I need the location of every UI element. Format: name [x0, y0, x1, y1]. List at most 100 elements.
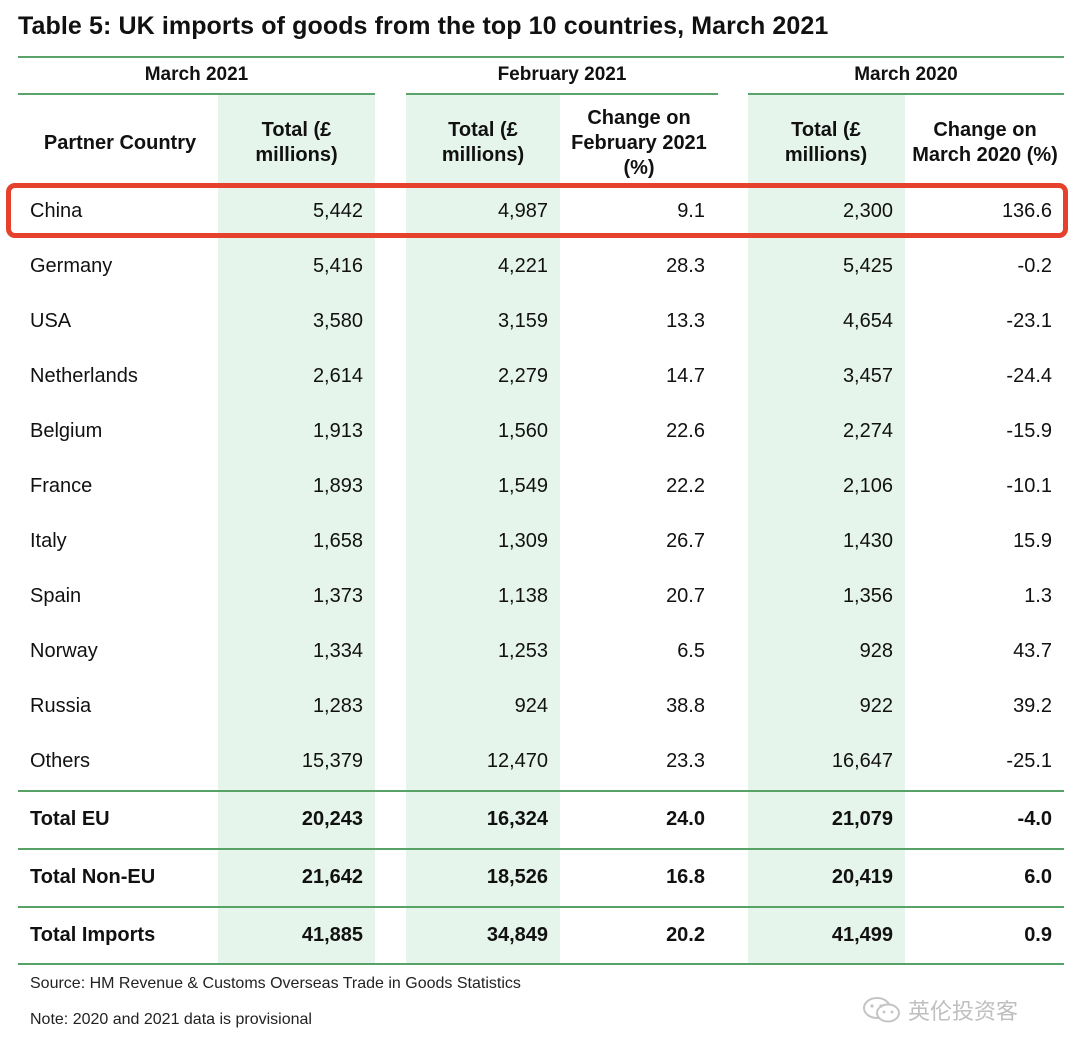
china-row-highlight — [6, 183, 1068, 238]
cell-country: Russia — [30, 695, 92, 717]
col-head-total-feb21: Total (£ millions) — [441, 119, 525, 166]
col-head-partner-country: Partner Country — [43, 131, 197, 154]
cell-country: Germany — [30, 255, 113, 277]
cell-total-feb21: 1,138 — [497, 585, 548, 607]
cell-total-mar21: 3,580 — [312, 310, 363, 332]
cell-change-feb21: 22.2 — [666, 475, 705, 497]
col-head-total-mar20: Total (£ millions) — [784, 119, 868, 166]
cell-change-feb21: 28.3 — [666, 255, 705, 277]
cell-total-mar21: 5,442 — [312, 200, 363, 222]
table-row-norway: Norway 1,334 1,253 6.5 928 43.7 — [0, 624, 1080, 679]
group-rule-march-2020 — [748, 93, 1064, 95]
table-row-others: Others 15,379 12,470 23.3 16,647 -25.1 — [0, 734, 1080, 789]
cell-total-feb21: 16,324 — [486, 808, 548, 830]
table-row-belgium: Belgium 1,913 1,560 22.6 2,274 -15.9 — [0, 404, 1080, 459]
cell-total-mar20: 5,425 — [842, 255, 893, 277]
cell-change-feb21: 23.3 — [666, 750, 705, 772]
cell-country: France — [30, 475, 93, 497]
table-row-germany: Germany 5,416 4,221 28.3 5,425 -0.2 — [0, 239, 1080, 294]
cell-change-feb21: 24.0 — [666, 808, 705, 830]
cell-country: Total EU — [30, 808, 110, 830]
cell-country: Belgium — [30, 420, 103, 442]
table-row-italy: Italy 1,658 1,309 26.7 1,430 15.9 — [0, 514, 1080, 569]
cell-total-feb21: 4,987 — [497, 200, 548, 222]
cell-change-feb21: 38.8 — [666, 695, 705, 717]
cell-change-mar20: 15.9 — [1013, 530, 1052, 552]
table-row-total-imports: Total Imports 41,885 34,849 20.2 41,499 0.9 — [0, 908, 1080, 963]
band-mar20-total — [748, 93, 905, 963]
table-row-total-non-eu: Total Non-EU 21,642 18,526 16.8 20,419 6.0 — [0, 850, 1080, 905]
table-row-france: France 1,893 1,549 22.2 2,106 -10.1 — [0, 459, 1080, 514]
table-row-china: China 5,442 4,987 9.1 2,300 136.6 — [0, 184, 1080, 239]
cell-total-feb21: 3,159 — [497, 310, 548, 332]
cell-change-mar20: -4.0 — [1017, 808, 1052, 830]
cell-change-feb21: 22.6 — [666, 420, 705, 442]
group-header-february-2021: February 2021 — [497, 64, 627, 85]
cell-change-mar20: 6.0 — [1024, 866, 1052, 888]
cell-change-feb21: 14.7 — [666, 365, 705, 387]
cell-total-mar20: 20,419 — [831, 866, 893, 888]
cell-total-feb21: 4,221 — [497, 255, 548, 277]
table-row-total-eu: Total EU 20,243 16,324 24.0 21,079 -4.0 — [0, 792, 1080, 847]
cell-total-feb21: 1,560 — [497, 420, 548, 442]
cell-total-mar20: 1,356 — [842, 585, 893, 607]
top-rule — [18, 56, 1064, 58]
cell-change-mar20: -24.4 — [1006, 365, 1052, 387]
cell-change-mar20: 1.3 — [1024, 585, 1052, 607]
cell-total-mar20: 1,430 — [842, 530, 893, 552]
cell-total-feb21: 1,253 — [497, 640, 548, 662]
group-rule-february-2021 — [406, 93, 718, 95]
cell-total-mar20: 928 — [859, 640, 893, 662]
cell-total-mar20: 2,300 — [842, 200, 893, 222]
cell-country: Total Imports — [30, 924, 156, 946]
col-head-change-mar20: Change on March 2020 (%) — [912, 119, 1058, 166]
cell-total-feb21: 18,526 — [486, 866, 548, 888]
cell-country: Italy — [30, 530, 67, 552]
cell-total-feb21: 1,309 — [497, 530, 548, 552]
cell-total-mar20: 922 — [859, 695, 893, 717]
cell-total-mar21: 5,416 — [312, 255, 363, 277]
cell-total-mar21: 1,334 — [312, 640, 363, 662]
source-note: Source: HM Revenue & Customs Overseas Tr… — [30, 975, 521, 992]
table-title: Table 5: UK imports of goods from the to… — [18, 12, 829, 40]
cell-total-mar21: 15,379 — [301, 750, 363, 772]
cell-total-mar21: 1,913 — [312, 420, 363, 442]
cell-total-mar21: 1,658 — [312, 530, 363, 552]
cell-change-feb21: 20.7 — [666, 585, 705, 607]
cell-country: Total Non-EU — [30, 866, 156, 888]
cell-change-mar20: 136.6 — [1001, 200, 1052, 222]
watermark: 英伦投资客 — [862, 994, 1018, 1026]
watermark-text: 英伦投资客 — [908, 999, 1019, 1024]
cell-country: USA — [30, 310, 72, 332]
cell-total-mar21: 1,373 — [312, 585, 363, 607]
rule-before-total-non-eu — [18, 848, 1064, 850]
cell-total-mar21: 1,893 — [312, 475, 363, 497]
cell-change-mar20: -15.9 — [1006, 420, 1052, 442]
cell-total-feb21: 2,279 — [497, 365, 548, 387]
cell-total-mar21: 41,885 — [301, 924, 363, 946]
cell-total-mar21: 2,614 — [312, 365, 363, 387]
wechat-icon — [863, 997, 900, 1023]
cell-change-mar20: -10.1 — [1006, 475, 1052, 497]
col-head-change-feb21: Change on February 2021 (%) — [571, 106, 707, 179]
bottom-rule — [18, 963, 1064, 965]
group-header-march-2020: March 2020 — [854, 64, 958, 85]
cell-total-mar20: 3,457 — [842, 365, 893, 387]
cell-total-feb21: 924 — [514, 695, 548, 717]
cell-total-mar20: 16,647 — [831, 750, 893, 772]
cell-change-mar20: 43.7 — [1013, 640, 1052, 662]
cell-total-mar20: 2,106 — [842, 475, 893, 497]
table-row-russia: Russia 1,283 924 38.8 922 39.2 — [0, 679, 1080, 734]
cell-change-feb21: 9.1 — [677, 200, 705, 222]
cell-change-feb21: 26.7 — [666, 530, 705, 552]
cell-total-mar20: 21,079 — [831, 808, 893, 830]
group-header-march-2021: March 2021 — [144, 64, 249, 85]
cell-total-mar21: 1,283 — [312, 695, 363, 717]
table-row-netherlands: Netherlands 2,614 2,279 14.7 3,457 -24.4 — [0, 349, 1080, 404]
cell-change-feb21: 13.3 — [666, 310, 705, 332]
cell-change-feb21: 20.2 — [666, 924, 705, 946]
cell-country: Netherlands — [30, 365, 138, 387]
provisional-note: Note: 2020 and 2021 data is provisional — [30, 1011, 312, 1028]
band-feb21-total — [406, 93, 560, 963]
rule-before-total-imports — [18, 906, 1064, 908]
